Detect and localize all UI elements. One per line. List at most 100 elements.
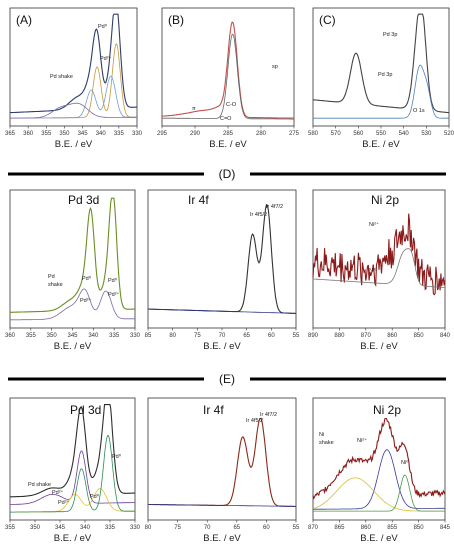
series-line xyxy=(10,43,137,119)
series-line xyxy=(10,434,136,513)
x-tick-label: 60 xyxy=(263,525,270,531)
plot-frame xyxy=(9,7,138,127)
series-line xyxy=(313,64,449,119)
series-line xyxy=(162,21,295,119)
plot-frame xyxy=(9,397,136,521)
panel-label: (A) xyxy=(16,13,32,27)
x-tick-label: 345 xyxy=(55,525,66,531)
series-line xyxy=(10,488,136,513)
x-tick-label: 275 xyxy=(289,131,300,137)
series-line xyxy=(10,450,135,505)
peak-annotation: Pd⁰ xyxy=(108,277,118,284)
x-tick-label: 860 xyxy=(361,525,372,531)
panel-title: Ir 4f xyxy=(188,193,209,207)
peak-annotation: Ir 4f5/2 xyxy=(246,418,263,424)
peak-annotation: Pd xyxy=(48,274,55,280)
x-axis-label: B.E. / eV xyxy=(362,139,400,150)
series-line xyxy=(162,33,294,120)
peak-annotation: Pd²⁺ xyxy=(108,291,120,298)
x-tick-label: 560 xyxy=(353,131,364,137)
peak-annotation: Pd⁰ xyxy=(112,453,122,460)
x-tick-label: 335 xyxy=(105,525,116,531)
x-tick-label: 355 xyxy=(41,131,52,137)
panel-e-ir: 80 75 70 65 60 55 B.E. / eV Ir 4f Ir 4f5/2Ir 4f7… xyxy=(145,397,300,544)
x-tick-label: 870 xyxy=(308,525,319,531)
x-tick-label: 865 xyxy=(334,525,345,531)
section-d-label: (D) xyxy=(219,167,236,181)
peak-annotation: shake xyxy=(48,282,63,288)
x-tick-label: 350 xyxy=(59,131,70,137)
series-line xyxy=(148,417,296,507)
x-tick-label: 860 xyxy=(387,333,398,339)
x-tick-label: 290 xyxy=(190,131,201,137)
plot-frame xyxy=(147,397,297,521)
x-tick-label: 845 xyxy=(440,525,451,531)
x-tick-label: 65 xyxy=(243,333,250,339)
x-tick-label: 365 xyxy=(5,131,16,137)
x-tick-label: 330 xyxy=(130,333,141,339)
peak-annotation: C-O xyxy=(226,102,237,108)
peak-annotation: Pd shake xyxy=(28,482,51,488)
series-line xyxy=(312,417,446,500)
series-line xyxy=(312,248,446,288)
x-tick-label: 330 xyxy=(130,525,141,531)
panel-d-ni: 890 880 870 860 850 840 B.E. / eV Ni 2p Ni²⁺ Ni⁰ xyxy=(308,189,451,352)
peak-annotation: Pd shake xyxy=(50,74,73,80)
x-tick-label: 70 xyxy=(219,333,226,339)
x-tick-label: 345 xyxy=(67,333,78,339)
panel-title: Ni 2p xyxy=(371,193,399,207)
peak-annotation: sp xyxy=(272,64,278,70)
peak-annotation: Ni xyxy=(319,432,324,438)
peak-annotation: Ir 4f7/2 xyxy=(260,412,277,418)
x-tick-label: 880 xyxy=(334,333,345,339)
panel-title: Ir 4f xyxy=(203,403,224,417)
x-tick-label: 850 xyxy=(414,333,425,339)
x-tick-label: 295 xyxy=(157,131,168,137)
x-tick-label: 840 xyxy=(440,333,451,339)
x-tick-label: 350 xyxy=(47,333,58,339)
panel-c: 580 570 560 550 540 530 520 B.E. / eV (C) Pd 3p Pd… xyxy=(308,7,454,150)
x-tick-label: 360 xyxy=(5,333,16,339)
x-tick-label: 870 xyxy=(361,333,372,339)
plot-frame xyxy=(312,189,446,329)
series-line xyxy=(10,288,135,321)
panel-b: 295 290 285 280 275 B.E. / eV (B) sp C-O C=O π xyxy=(157,7,300,150)
peak-annotation: Pd²⁺ xyxy=(80,297,92,304)
peak-annotation: Pd⁰ xyxy=(90,493,100,500)
x-axis-label: B.E. / eV xyxy=(360,533,398,544)
peak-annotation: Pd²⁺ xyxy=(52,489,64,496)
x-tick-label: 70 xyxy=(204,525,211,531)
peak-annotation: Pd⁰ xyxy=(82,275,92,282)
x-axis-label: B.E. / eV xyxy=(54,341,92,352)
x-axis-label: B.E. / eV xyxy=(209,139,247,150)
x-tick-label: 550 xyxy=(376,131,387,137)
x-tick-label: 890 xyxy=(308,333,319,339)
x-tick-label: 530 xyxy=(421,131,432,137)
peak-annotation: O 1s xyxy=(413,108,425,114)
panel-title: Ni 2p xyxy=(373,403,401,417)
x-tick-label: 75 xyxy=(174,525,181,531)
x-tick-label: 285 xyxy=(223,131,234,137)
series-line xyxy=(313,13,449,114)
series-line xyxy=(10,197,135,313)
x-tick-label: 570 xyxy=(331,131,342,137)
peak-annotation: Pd 3p xyxy=(383,32,397,38)
peak-annotation: Pd²⁺ xyxy=(100,55,112,62)
x-tick-label: 80 xyxy=(145,525,152,531)
panel-title: Pd 3d xyxy=(68,193,99,207)
series-line xyxy=(313,449,445,510)
x-axis-label: B.E. / eV xyxy=(203,341,241,352)
peak-annotation: Ni⁰ xyxy=(401,459,409,466)
panel-label: (C) xyxy=(319,13,336,27)
x-tick-label: 850 xyxy=(414,525,425,531)
panel-e-ni: 870 865 860 855 850 845 B.E. / eV Ni 2p Ni shake N… xyxy=(308,397,451,544)
x-tick-label: 85 xyxy=(145,333,152,339)
panel-a: 365 360 355 350 345 340 335 330 B.E. / eV (A) Pd s… xyxy=(5,7,143,150)
x-tick-label: 360 xyxy=(23,131,34,137)
x-tick-label: 340 xyxy=(88,333,99,339)
peak-annotation: Pd²⁺ xyxy=(58,499,70,506)
x-tick-label: 60 xyxy=(268,333,275,339)
series-line xyxy=(9,404,135,498)
panel-title: Pd 3d xyxy=(70,403,101,417)
x-axis-label: B.E. / eV xyxy=(54,533,92,544)
